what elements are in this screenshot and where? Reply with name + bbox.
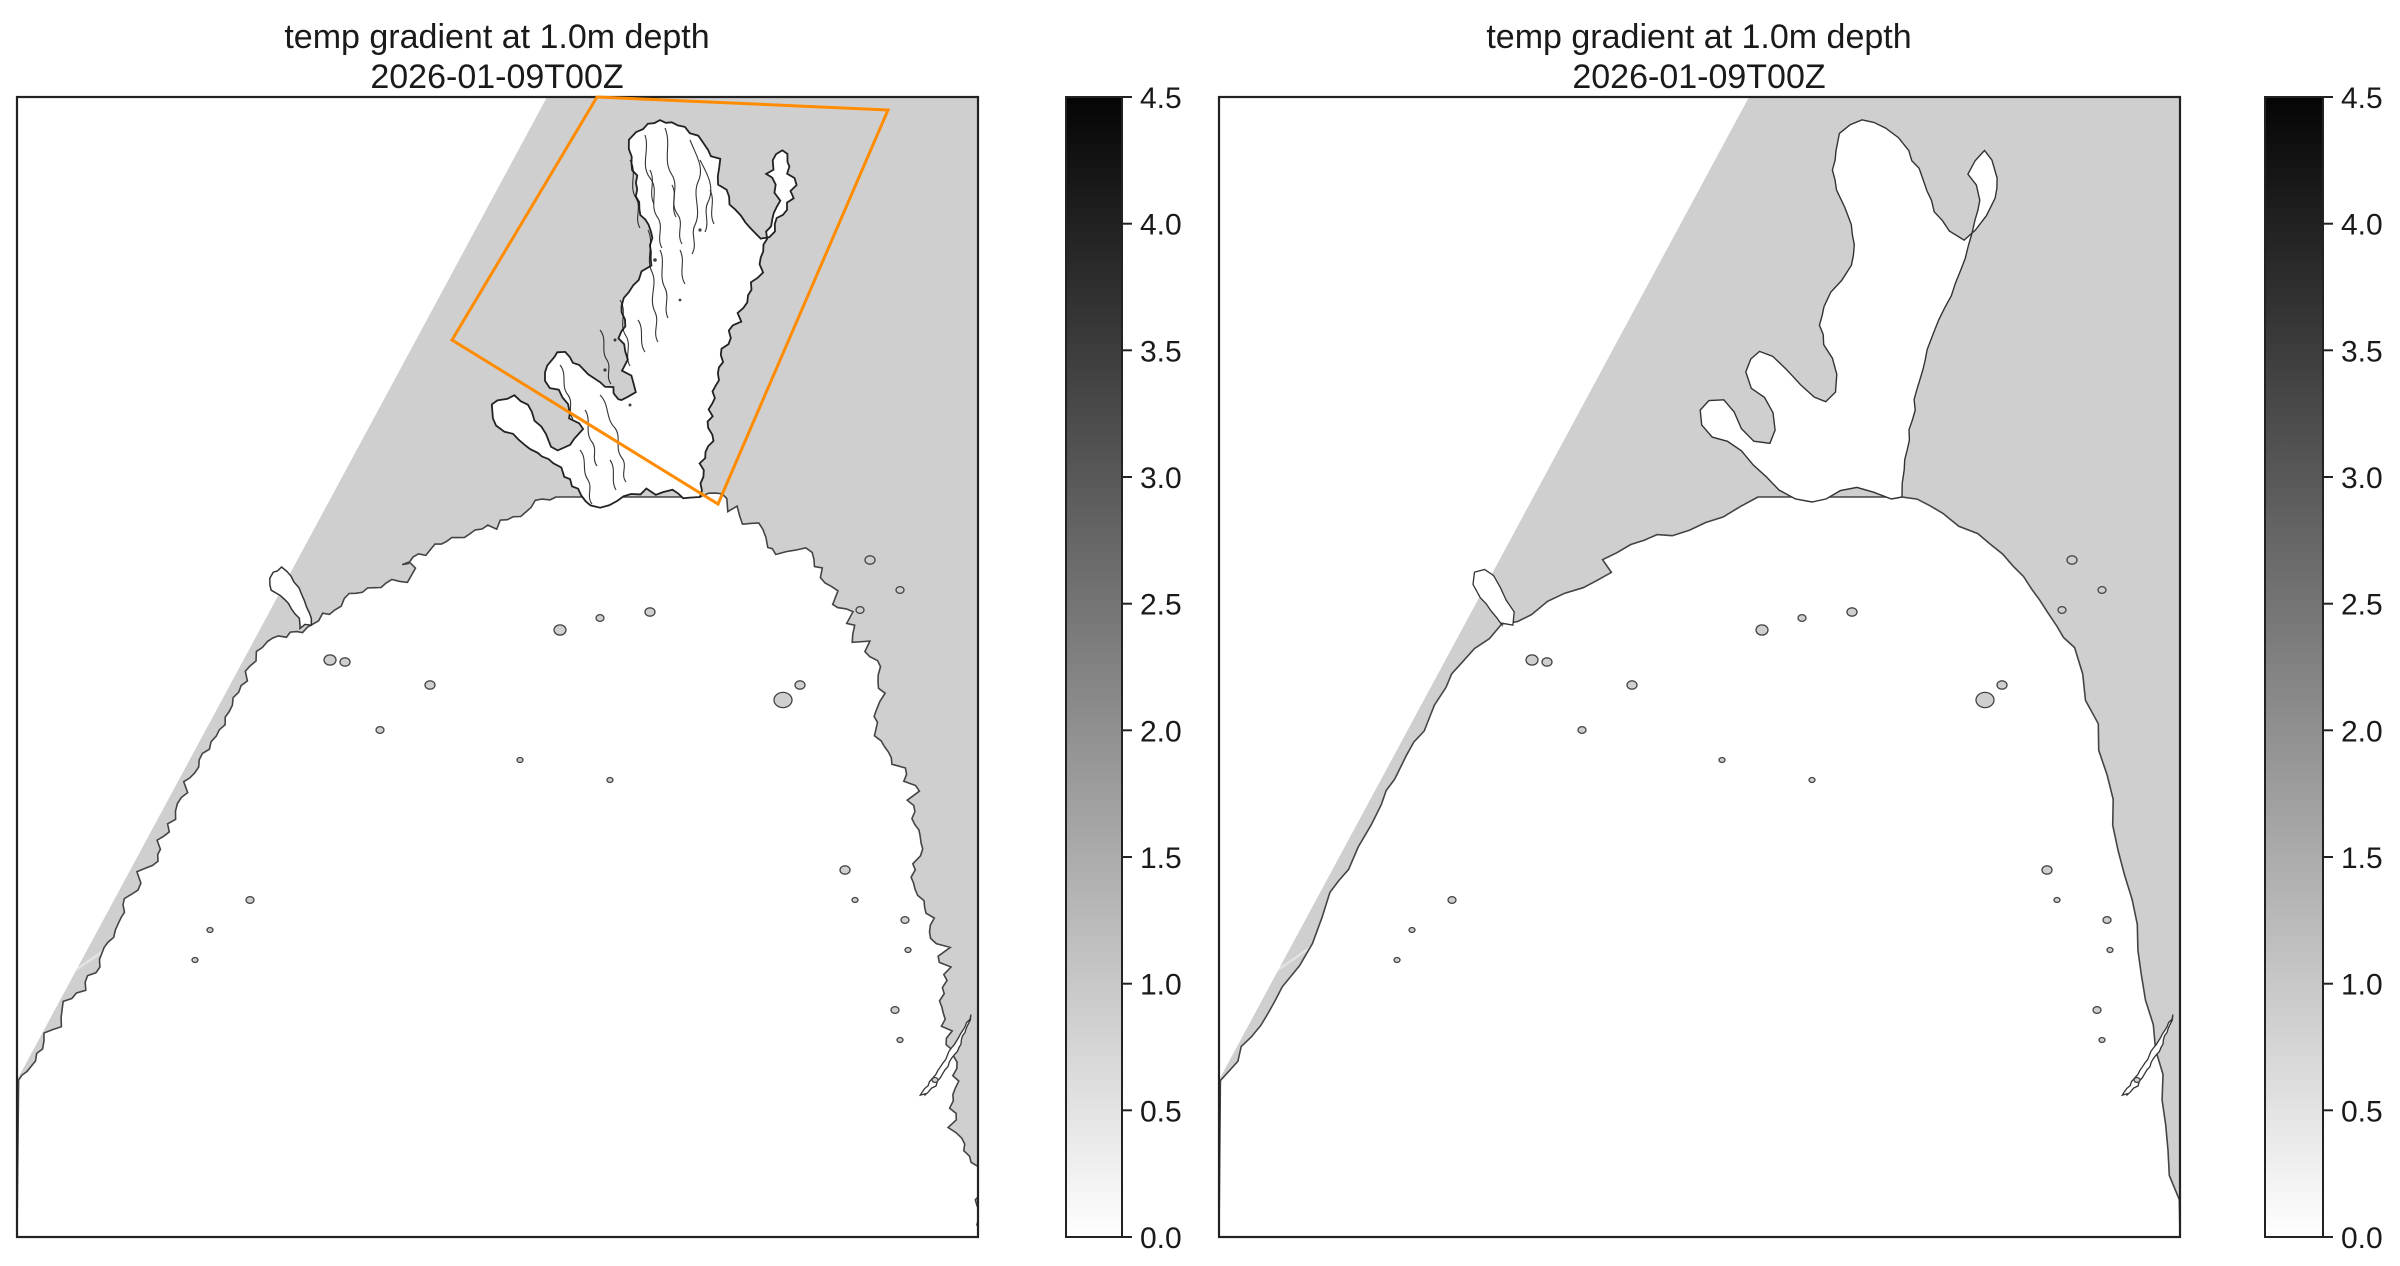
svg-text:2.0: 2.0: [2341, 715, 2383, 748]
svg-text:2026-01-09T00Z: 2026-01-09T00Z: [370, 58, 623, 96]
svg-text:4.5: 4.5: [2341, 82, 2383, 115]
svg-text:3.0: 3.0: [2341, 462, 2383, 495]
svg-text:3.5: 3.5: [1140, 335, 1182, 368]
svg-text:0.0: 0.0: [1140, 1222, 1182, 1255]
svg-text:0.0: 0.0: [2341, 1222, 2383, 1255]
svg-text:1.0: 1.0: [2341, 969, 2383, 1002]
svg-text:2.0: 2.0: [1140, 715, 1182, 748]
svg-text:1.0: 1.0: [1140, 969, 1182, 1002]
svg-text:4.0: 4.0: [1140, 209, 1182, 242]
svg-text:2.5: 2.5: [1140, 589, 1182, 622]
svg-text:temp gradient at 1.0m depth: temp gradient at 1.0m depth: [284, 18, 709, 56]
svg-text:1.5: 1.5: [2341, 842, 2383, 875]
svg-text:0.5: 0.5: [1140, 1095, 1182, 1128]
svg-text:1.5: 1.5: [1140, 842, 1182, 875]
svg-text:2026-01-09T00Z: 2026-01-09T00Z: [1572, 58, 1825, 96]
svg-text:3.0: 3.0: [1140, 462, 1182, 495]
svg-text:4.5: 4.5: [1140, 82, 1182, 115]
svg-text:temp gradient at 1.0m depth: temp gradient at 1.0m depth: [1486, 18, 1911, 56]
svg-text:2.5: 2.5: [2341, 589, 2383, 622]
svg-text:0.5: 0.5: [2341, 1095, 2383, 1128]
svg-text:4.0: 4.0: [2341, 209, 2383, 242]
svg-text:3.5: 3.5: [2341, 335, 2383, 368]
